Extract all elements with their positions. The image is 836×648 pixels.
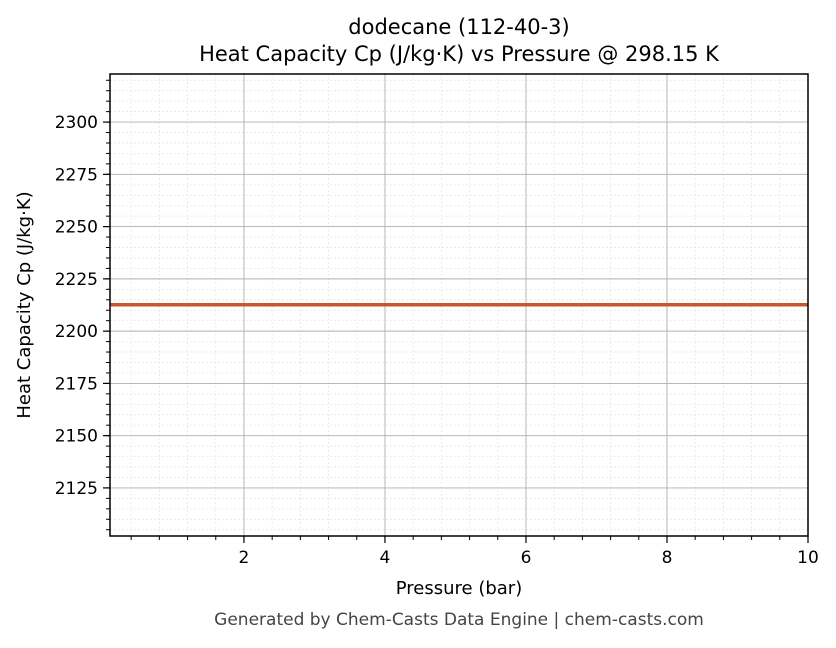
- x-tick-label: 2: [239, 548, 250, 568]
- x-tick-label: 8: [662, 548, 673, 568]
- footer-credit: Generated by Chem-Casts Data Engine | ch…: [214, 610, 704, 630]
- x-tick-label: 10: [797, 548, 819, 568]
- y-tick-label: 2225: [55, 270, 98, 290]
- y-tick-label: 2300: [55, 113, 98, 133]
- y-tick-label: 2175: [55, 374, 98, 394]
- y-tick-label: 2125: [55, 479, 98, 499]
- y-tick-label: 2150: [55, 427, 98, 447]
- y-tick-label: 2275: [55, 165, 98, 185]
- minor-grid: [110, 74, 808, 536]
- y-axis-label: Heat Capacity Cp (J/kg·K): [14, 191, 35, 418]
- x-tick-label: 6: [521, 548, 532, 568]
- y-tick-label: 2250: [55, 218, 98, 238]
- chart-subtitle: Heat Capacity Cp (J/kg·K) vs Pressure @ …: [199, 42, 720, 66]
- chart-title: dodecane (112-40-3): [348, 15, 569, 39]
- x-axis-ticks: 2 4 6 8 10: [130, 536, 819, 568]
- y-axis-ticks: 2125 2150 2175 2200 2225 2250 2275 2300: [55, 79, 110, 531]
- x-tick-label: 4: [380, 548, 391, 568]
- y-tick-label: 2200: [55, 322, 98, 342]
- plot-frame: [109, 73, 809, 537]
- x-axis-label: Pressure (bar): [396, 578, 522, 599]
